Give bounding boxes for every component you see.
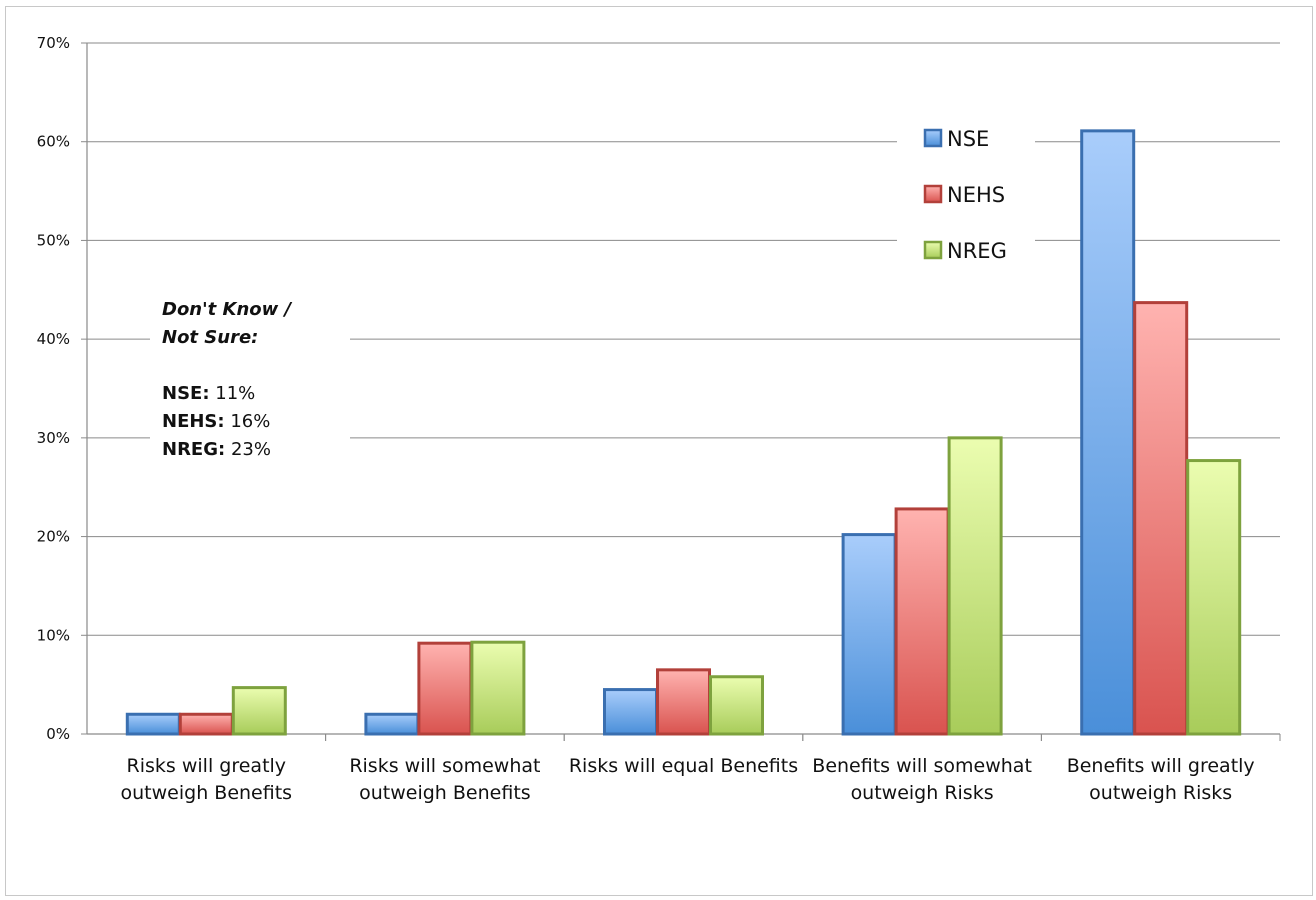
note-value-nreg: 23% [230,439,271,460]
legend-swatch-nehs [923,184,943,204]
category-label-line: Risks will equal Benefits [569,755,798,777]
note-value-nse: 11% [215,383,256,404]
bar-nse [364,712,420,736]
bar-nehs [1133,301,1189,736]
y-tick-label: 30% [37,429,70,447]
legend-swatch-nse [923,128,943,148]
legend-label-nehs: NEHS [947,183,1005,207]
category-label-line: Risks will greatly [127,755,287,777]
category-label-line: outweigh Benefits [121,782,293,804]
category-label: Benefits will somewhat outweigh Risks [812,755,1032,804]
category-label: Benefits will greatly outweigh Risks [1067,755,1255,804]
category-label-line: Benefits will greatly [1067,755,1255,777]
bar-nreg [231,686,287,736]
y-tick-label: 60% [37,133,70,151]
bar-nse [1080,129,1136,736]
bar-nse [603,688,658,736]
category-label-line: outweigh Risks [1089,782,1232,804]
axes: 0% 10% 20% 30% 40% 50% 60% 70% Risks will greatl… [37,34,1281,804]
legend-label-nse: NSE [947,127,989,151]
bar-nehs [656,668,711,736]
category-label-line: outweigh Benefits [359,782,531,804]
bar-nreg [470,640,526,736]
y-tick-label: 40% [37,330,70,348]
bar-nreg [947,436,1003,736]
category-label: Risks will greatly outweigh Benefits [121,755,293,804]
category-label-line: Benefits will somewhat [812,755,1032,777]
category-label: Risks will somewhat outweigh Benefits [349,755,540,804]
bar-nehs [178,712,234,736]
dont-know-note: Don't Know / Not Sure: NSE: 11% NEHS: 16… [150,292,350,470]
bar-nse [125,712,181,736]
y-tick-label: 10% [37,626,70,644]
note-value-nehs: 16% [230,411,271,432]
category-label: Risks will equal Benefits [569,755,798,777]
category-label-line: outweigh Risks [851,782,994,804]
note-key-nse: NSE: [162,383,210,404]
note-title-line2: Not Sure: [162,327,259,348]
note-key-nehs: NEHS: [162,411,225,432]
bar-nehs [894,507,950,736]
bar-nreg [709,675,764,736]
bar-nehs [417,641,473,736]
note-key-nreg: NREG: [162,439,226,460]
bar-nse [841,533,897,736]
y-tick-label: 20% [37,528,70,546]
note-title-line1: Don't Know / [162,299,292,320]
legend-box [897,112,1035,274]
legend-swatch-nreg [923,240,943,260]
note-spacer [162,352,340,380]
y-tick-label: 50% [37,231,70,249]
y-tick-label: 0% [46,725,70,743]
note-row-nehs: NEHS: 16% [162,408,340,436]
category-label-line: Risks will somewhat [349,755,540,777]
legend-label-nreg: NREG [947,239,1007,263]
note-row-nreg: NREG: 23% [162,436,340,464]
bars [125,129,1242,736]
legend: NSE NEHS NREG [897,112,1035,274]
note-row-nse: NSE: 11% [162,380,340,408]
bar-nreg [1186,459,1242,736]
y-tick-label: 70% [37,34,70,52]
